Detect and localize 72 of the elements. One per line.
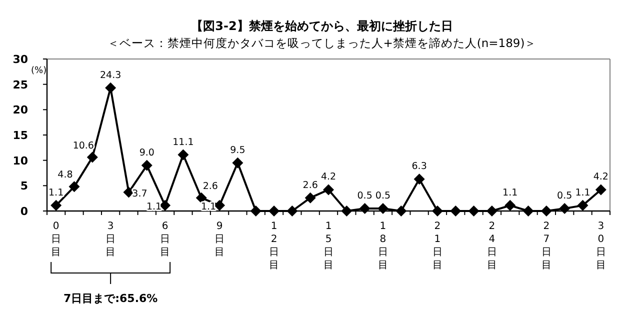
point (86, 152, 98, 163)
point (359, 202, 370, 214)
point (504, 200, 516, 211)
chart-subtitle: ＜ベース：禁煙中何度かタバコを吸ってしまった人+禁煙を諦めた人(n=189)＞ (107, 36, 537, 50)
data-label: 1.1 (502, 187, 518, 198)
data-label: 24.3 (100, 70, 122, 81)
point (468, 206, 480, 216)
y-tick-label: 20 (12, 104, 28, 117)
point (304, 192, 316, 204)
data-label: 0.5 (375, 190, 391, 202)
point (250, 206, 262, 216)
x-tick-label: 6日目 (160, 221, 170, 258)
y-tick-label: 0 (20, 205, 28, 218)
y-tick-label: 15 (12, 129, 28, 142)
point (323, 184, 334, 196)
point (432, 206, 443, 216)
point (559, 202, 570, 214)
data-label: 4.2 (593, 172, 608, 183)
data-label: 11.1 (172, 136, 194, 148)
y-tick-label: 5 (20, 180, 28, 193)
data-label: 1.1 (200, 201, 216, 212)
data-label: 1.1 (146, 201, 162, 212)
point (178, 149, 189, 160)
point (341, 206, 352, 216)
point (414, 174, 425, 185)
y-axis-title: (%) (31, 66, 47, 76)
point (160, 200, 171, 211)
data-label: 6.3 (412, 161, 427, 172)
point (522, 206, 534, 216)
data-label: 4.8 (58, 170, 73, 181)
data-label: 1.1 (48, 187, 64, 198)
x-tick-label: 12日目 (269, 221, 280, 271)
data-label: 3.7 (132, 188, 148, 200)
point (105, 82, 116, 94)
point (50, 200, 62, 211)
x-tick-label: 0日目 (51, 221, 62, 258)
data-label: 9.0 (139, 147, 154, 158)
x-tick-label: 30日目 (596, 221, 606, 271)
data-label: 4.2 (320, 172, 336, 183)
point (396, 206, 407, 216)
point (540, 206, 552, 216)
point (268, 206, 280, 216)
chart-title: 【図3-2】禁煙を始めてから、最初に挫折した日 (191, 19, 453, 33)
x-tick-label: 18日目 (378, 221, 388, 271)
x-tick-label: 3日目 (106, 221, 116, 258)
y-tick-label: 10 (12, 154, 28, 168)
point (377, 202, 388, 214)
point (141, 160, 152, 171)
point (196, 192, 207, 204)
x-tick-label: 15日目 (324, 221, 334, 271)
point (286, 206, 298, 216)
x-tick-label: 27日目 (541, 221, 552, 271)
data-label: 2.6 (302, 180, 318, 191)
y-tick-label: 30 (12, 53, 28, 66)
x-tick-label: 9日目 (214, 221, 225, 258)
x-tick-label: 21日目 (432, 221, 442, 271)
data-label: 0.5 (357, 190, 372, 202)
data-label: 0.5 (557, 190, 572, 202)
point (486, 206, 498, 216)
y-tick-label: 25 (12, 78, 28, 92)
point (595, 184, 606, 196)
point (68, 181, 80, 192)
point (577, 200, 588, 211)
data-label: 9.5 (230, 144, 246, 156)
data-label: 10.6 (72, 140, 94, 152)
data-label: 1.1 (575, 187, 590, 198)
point (450, 206, 462, 216)
text: 7日目まで:65.6% (63, 292, 158, 305)
point (214, 200, 226, 211)
x-tick-label: 24日目 (486, 221, 497, 271)
point (232, 157, 244, 168)
data-label: 2.6 (202, 180, 218, 192)
